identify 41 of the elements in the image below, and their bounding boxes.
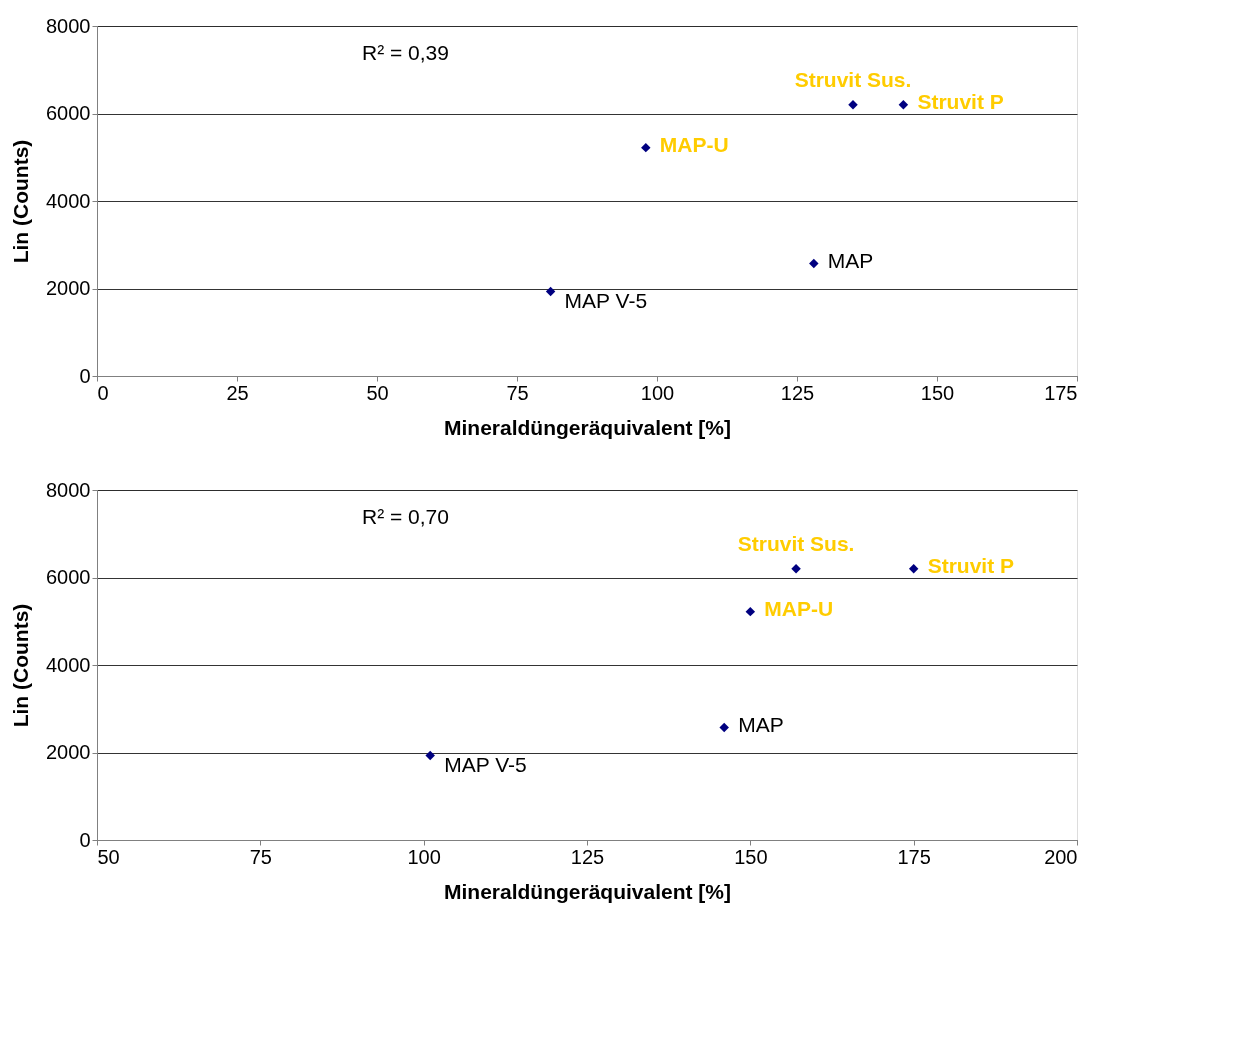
x-tick-label: 150 [734, 845, 768, 868]
x-tick-label: 75 [249, 845, 272, 868]
x-tick-label: 175 [1044, 381, 1078, 404]
y-axis-title: Lin (Counts) [9, 139, 33, 264]
data-label: MAP [738, 712, 784, 736]
x-tick-label: 125 [570, 845, 605, 868]
x-tick-label: 200 [1044, 845, 1078, 868]
x-tick-label: 150 [920, 381, 955, 404]
x-tick-label: 25 [226, 381, 249, 404]
data-label: Struvit P [917, 89, 1004, 113]
y-tick-label: 0 [79, 364, 91, 387]
data-label: Struvit Sus. [737, 531, 855, 555]
x-tick-label: 100 [640, 381, 675, 404]
x-tick-label: 75 [506, 381, 529, 404]
x-tick-label: 0 [97, 381, 109, 404]
y-tick-label: 0 [79, 828, 91, 851]
data-label: MAP V-5 [564, 288, 648, 312]
data-label: MAP V-5 [444, 752, 527, 776]
y-tick-label: 2000 [46, 277, 91, 299]
y-axis-title: Lin (Counts) [9, 603, 33, 728]
y-tick-label: 6000 [46, 102, 91, 124]
x-tick-label: 100 [407, 845, 441, 868]
y-tick-label: 6000 [46, 566, 91, 588]
x-tick-label: 50 [366, 381, 389, 404]
data-label: Struvit Sus. [794, 67, 912, 91]
annotation: R² = 0,70 [362, 505, 449, 528]
y-tick-label: 8000 [46, 14, 91, 37]
data-label: MAP-U [764, 596, 834, 620]
y-tick-label: 4000 [46, 653, 91, 676]
x-axis-title: Mineraldüngeräquivalent [%] [443, 879, 732, 903]
x-tick-label: 50 [97, 845, 120, 868]
y-tick-label: 2000 [46, 741, 91, 763]
data-label: Struvit P [927, 553, 1015, 577]
x-tick-label: 175 [897, 845, 931, 868]
data-label: MAP-U [659, 132, 729, 156]
data-label: MAP [827, 248, 874, 272]
x-axis-title: Mineraldüngeräquivalent [%] [443, 415, 732, 439]
annotation: R² = 0,39 [362, 41, 449, 64]
y-tick-label: 8000 [46, 478, 91, 501]
y-tick-label: 4000 [46, 189, 91, 212]
x-tick-label: 125 [780, 381, 815, 404]
